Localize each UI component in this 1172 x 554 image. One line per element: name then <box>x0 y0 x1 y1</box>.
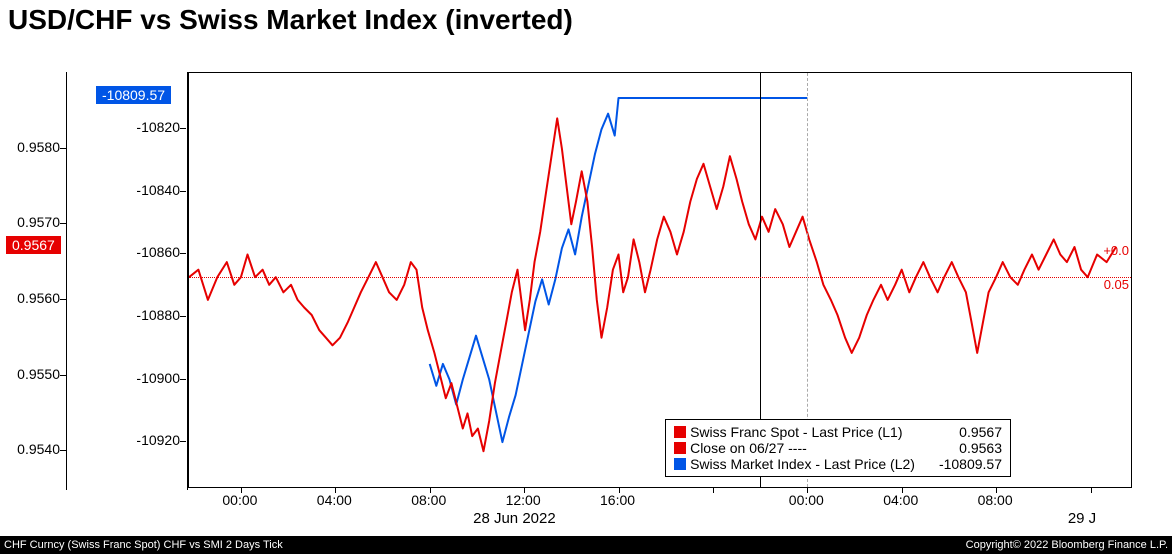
chart-title: USD/CHF vs Swiss Market Index (inverted) <box>0 0 1172 40</box>
l2-tick-label: -10880 <box>105 307 180 323</box>
legend-row: Swiss Market Index - Last Price (L2)-108… <box>674 456 1002 472</box>
legend-value: 0.9563 <box>939 440 1002 456</box>
series-red-line <box>189 118 1116 451</box>
x-tick-label: 04:00 <box>883 492 918 508</box>
l2-tick <box>180 253 186 254</box>
series-blue-line <box>430 98 808 442</box>
l2-tick-label: -10920 <box>105 432 180 448</box>
legend-row: Close on 06/27 ---- 0.9563 <box>674 440 1002 456</box>
x-date-label: 28 Jun 2022 <box>473 510 556 527</box>
legend-value: -10809.57 <box>919 456 1002 472</box>
footer-left: CHF Curncy (Swiss Franc Spot) CHF vs SMI… <box>4 539 283 551</box>
l1-tick-label: 0.9580 <box>0 139 60 155</box>
x-tick-label: 00:00 <box>789 492 824 508</box>
l2-tick <box>180 128 186 129</box>
l1-current-price-box: 0.9567 <box>6 236 61 254</box>
x-tick-label: 12:00 <box>506 492 541 508</box>
l1-tick <box>60 299 66 300</box>
l2-tick <box>180 316 186 317</box>
l1-tick <box>60 148 66 149</box>
legend-swatch <box>674 426 686 438</box>
l1-tick <box>60 450 66 451</box>
l2-current-price-box: -10809.57 <box>96 86 171 104</box>
x-tick-label: 00:00 <box>222 492 257 508</box>
axis-line-l1 <box>66 72 67 490</box>
l1-tick-label: 0.9540 <box>0 441 60 457</box>
right-annotation: +0.0 <box>1103 243 1129 258</box>
legend-value: 0.9567 <box>939 424 1002 440</box>
l1-tick-label: 0.9570 <box>0 214 60 230</box>
l2-tick <box>180 441 186 442</box>
l2-tick <box>180 379 186 380</box>
l2-tick-label: -10900 <box>105 370 180 386</box>
l1-tick <box>60 223 66 224</box>
legend: Swiss Franc Spot - Last Price (L1) 0.9567… <box>665 419 1011 477</box>
x-date-label: 29 J <box>1068 510 1096 527</box>
x-tick <box>713 487 714 493</box>
right-annotation: 0.05 <box>1104 277 1129 292</box>
x-tick-label: 08:00 <box>411 492 446 508</box>
legend-label: Swiss Market Index - Last Price (L2) <box>690 456 915 472</box>
footer-right: Copyright© 2022 Bloomberg Finance L.P. <box>966 539 1168 551</box>
l2-tick-label: -10860 <box>105 244 180 260</box>
l2-tick <box>180 191 186 192</box>
legend-label: Close on 06/27 ---- <box>690 440 807 456</box>
x-tick <box>1091 487 1092 493</box>
legend-label: Swiss Franc Spot - Last Price (L1) <box>690 424 902 440</box>
legend-swatch <box>674 458 686 470</box>
chart-container: +0.0 0.05 Swiss Franc Spot - Last Price (… <box>0 42 1172 522</box>
l1-tick-label: 0.9550 <box>0 366 60 382</box>
l1-tick <box>60 375 66 376</box>
close-reference-line <box>189 277 1131 278</box>
footer-bar: CHF Curncy (Swiss Franc Spot) CHF vs SMI… <box>0 536 1172 554</box>
legend-row: Swiss Franc Spot - Last Price (L1) 0.9567 <box>674 424 1002 440</box>
legend-swatch <box>674 442 686 454</box>
plot-area: +0.0 0.05 Swiss Franc Spot - Last Price (… <box>188 72 1132 488</box>
l2-tick-label: -10820 <box>105 119 180 135</box>
x-tick-label: 08:00 <box>978 492 1013 508</box>
l2-tick-label: -10840 <box>105 182 180 198</box>
x-tick-label: 04:00 <box>317 492 352 508</box>
x-tick-label: 16:00 <box>600 492 635 508</box>
l1-tick-label: 0.9560 <box>0 290 60 306</box>
